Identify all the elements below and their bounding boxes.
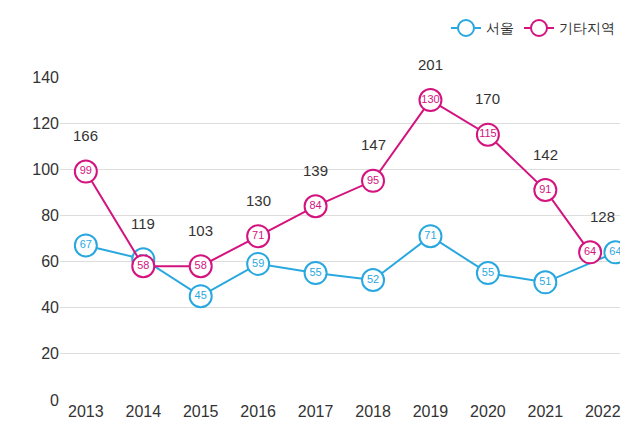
- svg-text:100: 100: [32, 161, 59, 178]
- svg-text:80: 80: [41, 207, 59, 224]
- svg-text:51: 51: [539, 275, 551, 287]
- svg-text:59: 59: [252, 257, 264, 269]
- svg-text:71: 71: [252, 229, 264, 241]
- svg-text:71: 71: [424, 229, 436, 241]
- svg-text:45: 45: [195, 289, 207, 301]
- svg-text:60: 60: [41, 253, 59, 270]
- svg-text:64: 64: [584, 245, 596, 257]
- svg-text:95: 95: [367, 174, 379, 186]
- svg-text:130: 130: [246, 192, 271, 209]
- svg-text:147: 147: [361, 136, 386, 153]
- svg-text:2015: 2015: [183, 403, 219, 420]
- svg-text:99: 99: [80, 164, 92, 176]
- svg-text:52: 52: [367, 273, 379, 285]
- svg-text:64: 64: [609, 245, 620, 257]
- svg-text:120: 120: [32, 115, 59, 132]
- svg-text:0: 0: [50, 392, 59, 409]
- svg-text:2022: 2022: [585, 403, 621, 420]
- svg-text:55: 55: [309, 266, 321, 278]
- svg-text:170: 170: [475, 90, 500, 107]
- svg-text:서울: 서울: [486, 20, 514, 36]
- svg-text:139: 139: [303, 162, 328, 179]
- svg-text:140: 140: [32, 69, 59, 86]
- svg-text:103: 103: [188, 222, 213, 239]
- svg-text:130: 130: [421, 93, 439, 105]
- svg-text:20: 20: [41, 345, 59, 362]
- svg-text:58: 58: [195, 259, 207, 271]
- svg-text:91: 91: [539, 183, 551, 195]
- svg-text:119: 119: [131, 215, 155, 232]
- svg-text:2016: 2016: [240, 403, 276, 420]
- svg-text:201: 201: [418, 56, 443, 73]
- svg-text:166: 166: [73, 127, 98, 144]
- svg-text:55: 55: [482, 266, 494, 278]
- svg-text:128: 128: [590, 208, 615, 225]
- svg-text:2021: 2021: [528, 403, 564, 420]
- svg-text:61: 61: [137, 252, 149, 264]
- svg-text:기타지역: 기타지역: [559, 20, 615, 36]
- svg-text:2017: 2017: [298, 403, 334, 420]
- svg-text:2020: 2020: [470, 403, 506, 420]
- svg-text:40: 40: [41, 299, 59, 316]
- svg-text:2013: 2013: [68, 403, 104, 420]
- svg-text:67: 67: [80, 238, 92, 250]
- svg-text:142: 142: [533, 146, 558, 163]
- svg-text:2019: 2019: [413, 403, 449, 420]
- svg-text:84: 84: [309, 199, 321, 211]
- svg-text:58: 58: [137, 259, 149, 271]
- svg-text:2018: 2018: [355, 403, 391, 420]
- svg-text:2014: 2014: [125, 403, 161, 420]
- svg-text:115: 115: [479, 127, 497, 139]
